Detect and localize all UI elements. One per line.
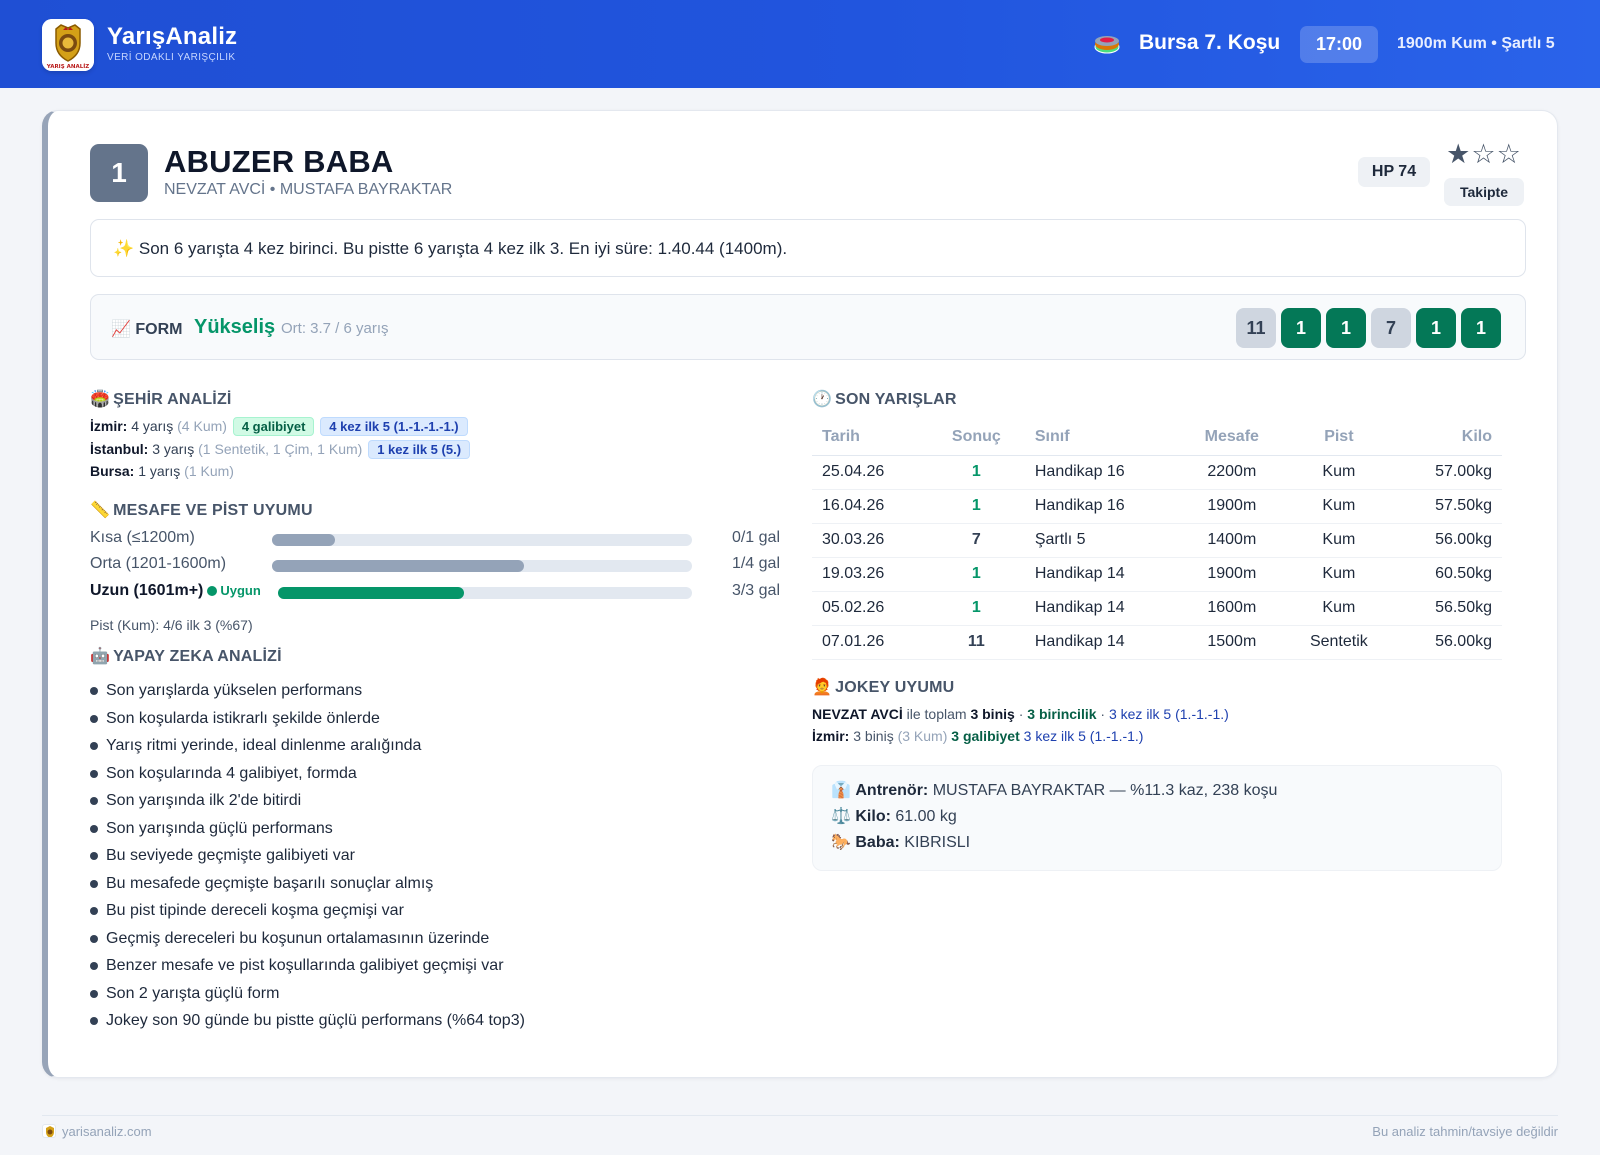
robot-icon: 🤖 <box>90 648 111 665</box>
summary-box: ✨ Son 6 yarışta 4 kez birinci. Bu pistte… <box>90 219 1526 277</box>
form-result-chip: 1 <box>1326 308 1366 348</box>
race-time-badge: 17:00 <box>1300 26 1378 63</box>
follow-button[interactable]: Takipte <box>1444 178 1524 206</box>
form-panel: 📈 FORM Yükseliş Ort: 3.7 / 6 yarış 11 1 … <box>90 294 1526 360</box>
list-item: Geçmiş dereceleri bu koşunun ortalamasın… <box>90 925 525 953</box>
horse-card: 1 ABUZER BABA NEVZAT AVCİ • MUSTAFA BAYR… <box>42 110 1558 1078</box>
list-item: Jokey son 90 günde bu pistte güçlü perfo… <box>90 1007 525 1035</box>
fit-badge: Uygun <box>220 583 261 598</box>
top5-tag: 4 kez ilk 5 (1.-1.-1.-1.) <box>320 417 468 436</box>
star-icon-empty[interactable]: ☆ <box>1496 139 1522 169</box>
column-header: Mesafe <box>1179 419 1285 456</box>
progress-bar <box>272 534 692 546</box>
list-item: Son koşularda istikrarlı şekilde önlerde <box>90 705 525 733</box>
handicap-points-badge: HP 74 <box>1358 157 1430 187</box>
race-info: 1900m Kum • Şartlı 5 <box>1397 35 1555 52</box>
star-icon-filled[interactable]: ★ <box>1446 139 1472 169</box>
top5-tag: 1 kez ilk 5 (5.) <box>368 440 471 459</box>
table-row: 07.01.26 11 Handikap 14 1500m Sentetik 56.00k… <box>812 625 1502 660</box>
footer-site[interactable]: yarisanaliz.com <box>42 1124 152 1139</box>
table-row: 16.04.26 1 Handikap 16 1900m Kum 57.50kg <box>812 489 1502 524</box>
distance-fit-title: 📏 MESAFE VE PİST UYUMU <box>90 502 313 519</box>
city-row-izmir: İzmir: 4 yarış (4 Kum) 4 galibiyet 4 kez… <box>90 417 468 436</box>
column-header: Sınıf <box>1024 419 1180 456</box>
ruler-icon: 📏 <box>90 502 111 519</box>
race-title: Bursa 7. Koşu <box>1139 31 1281 54</box>
sire-info: 🐎 Baba: KIBRISLI <box>831 834 971 851</box>
recent-races-table: Tarih Sonuç Sınıf Mesafe Pist Kilo 25.04… <box>812 419 1502 660</box>
status-dot-icon <box>207 586 218 596</box>
logo-caption: YARIŞ ANALİZ <box>46 63 90 70</box>
form-result-chip: 7 <box>1371 308 1411 348</box>
city-row-bursa: Bursa: 1 yarış (1 Kum) <box>90 463 234 479</box>
list-item: Yarış ritmi yerinde, ideal dinlenme aral… <box>90 732 525 760</box>
form-results: 11 1 1 7 1 1 <box>1236 308 1501 348</box>
distance-row-long: Uzun (1601m+) Uygun 3/3 gal <box>90 582 780 599</box>
horse-name: ABUZER BABA <box>164 144 394 179</box>
footer-disclaimer: Bu analiz tahmin/tavsiye değildir <box>1372 1124 1558 1139</box>
star-rating[interactable]: ★☆☆ <box>1444 139 1524 170</box>
distance-row-medium: Orta (1201-1600m) 1/4 gal <box>90 555 780 572</box>
jockey-icon: 🧑‍🦰 <box>812 679 833 696</box>
jockey-fit-total: NEVZAT AVCİ ile toplam 3 biniş · 3 birin… <box>812 706 1229 722</box>
lion-logo-icon <box>42 1124 56 1138</box>
hippodrome-icon <box>1093 30 1121 58</box>
table-row: 19.03.26 1 Handikap 14 1900m Kum 60.50kg <box>812 557 1502 592</box>
brand-logo[interactable]: YARIŞ ANALİZ <box>42 19 94 71</box>
tie-icon: 👔 <box>831 782 851 799</box>
table-row: 30.03.26 7 Şartlı 5 1400m Kum 56.00kg <box>812 523 1502 558</box>
horse-number-badge: 1 <box>90 144 148 202</box>
ai-analysis-title: 🤖 YAPAY ZEKA ANALİZİ <box>90 648 282 665</box>
form-average: Ort: 3.7 / 6 yarış <box>281 320 389 337</box>
top-header: YARIŞ ANALİZ YarışAnaliz VERİ ODAKLI YAR… <box>0 0 1600 88</box>
city-analysis-title: 🏟️ ŞEHİR ANALİZİ <box>90 391 232 408</box>
distance-row-short: Kısa (≤1200m) 0/1 gal <box>90 529 780 546</box>
jockey-fit-city: İzmir: 3 biniş (3 Kum) 3 galibiyet 3 kez… <box>812 728 1144 744</box>
trainer-info: 👔 Antrenör: MUSTAFA BAYRAKTAR — %11.3 ka… <box>831 782 1278 799</box>
list-item: Son yarışlarda yükselen performans <box>90 677 525 705</box>
column-header: Tarih <box>812 419 928 456</box>
horse-info-box: 👔 Antrenör: MUSTAFA BAYRAKTAR — %11.3 ka… <box>812 765 1502 871</box>
list-item: Benzer mesafe ve pist koşullarında galib… <box>90 952 525 980</box>
column-header: Pist <box>1284 419 1394 456</box>
progress-bar <box>278 587 692 599</box>
progress-bar <box>272 560 692 572</box>
form-result-chip: 1 <box>1416 308 1456 348</box>
form-label: 📈 FORM <box>111 321 183 338</box>
table-header-row: Tarih Sonuç Sınıf Mesafe Pist Kilo <box>812 419 1502 456</box>
list-item: Bu mesafede geçmişte başarılı sonuçlar a… <box>90 870 525 898</box>
footer-divider <box>42 1115 1558 1116</box>
jockey-fit-title: 🧑‍🦰 JOKEY UYUMU <box>812 679 955 696</box>
track-stat: Pist (Kum): 4/6 ilk 3 (%67) <box>90 617 253 633</box>
form-trend: Yükseliş <box>194 316 276 338</box>
recent-races-title: 🕐 SON YARIŞLAR <box>812 391 957 408</box>
horse-icon: 🐎 <box>831 834 851 851</box>
column-header: Kilo <box>1393 419 1502 456</box>
form-result-chip: 1 <box>1281 308 1321 348</box>
jockey-trainer-line: NEVZAT AVCİ • MUSTAFA BAYRAKTAR <box>164 181 453 198</box>
table-row: 05.02.26 1 Handikap 14 1600m Kum 56.50kg <box>812 591 1502 626</box>
brand-subtitle: VERİ ODAKLI YARIŞÇILIK <box>107 52 236 63</box>
star-icon-empty[interactable]: ☆ <box>1471 139 1497 169</box>
list-item: Son yarışında ilk 2'de bitirdi <box>90 787 525 815</box>
brand-title[interactable]: YarışAnaliz <box>107 23 238 50</box>
form-result-chip: 11 <box>1236 308 1276 348</box>
list-item: Son yarışında güçlü performans <box>90 815 525 843</box>
form-result-chip: 1 <box>1461 308 1501 348</box>
scale-icon: ⚖️ <box>831 808 851 825</box>
list-item: Son 2 yarışta güçlü form <box>90 980 525 1008</box>
list-item: Bu seviyede geçmişte galibiyeti var <box>90 842 525 870</box>
weight-info: ⚖️ Kilo: 61.00 kg <box>831 808 957 825</box>
list-item: Bu pist tipinde dereceli koşma geçmişi v… <box>90 897 525 925</box>
table-row: 25.04.26 1 Handikap 16 2200m Kum 57.00kg <box>812 455 1502 490</box>
column-header: Sonuç <box>927 419 1025 456</box>
list-item: Son koşularında 4 galibiyet, formda <box>90 760 525 788</box>
clock-icon: 🕐 <box>812 391 833 408</box>
stadium-icon: 🏟️ <box>90 391 111 408</box>
lion-logo-icon: YARIŞ ANALİZ <box>42 19 94 71</box>
wins-tag: 4 galibiyet <box>232 417 315 436</box>
city-row-istanbul: İstanbul: 3 yarış (1 Sentetik, 1 Çim, 1 … <box>90 440 471 459</box>
ai-analysis-list: Son yarışlarda yükselen performans Son k… <box>90 677 525 1035</box>
